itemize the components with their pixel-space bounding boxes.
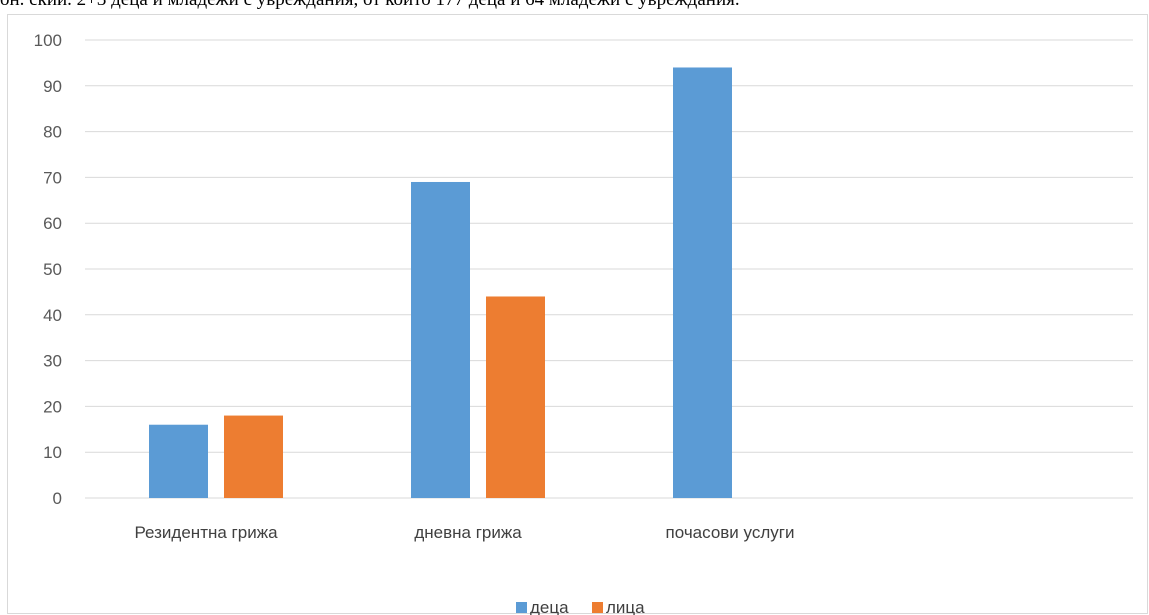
- bar-деца-0: [149, 424, 208, 498]
- bar-лица-1: [486, 296, 545, 498]
- legend-swatch-деца: [516, 602, 527, 613]
- bar-деца-1: [411, 181, 470, 499]
- chart-area: [7, 14, 1148, 614]
- y-tick-label: 50: [43, 260, 62, 279]
- y-tick-label: 30: [43, 352, 62, 371]
- y-tick-label: 60: [43, 214, 62, 233]
- y-tick-label: 20: [43, 397, 62, 416]
- y-tick-label: 100: [34, 31, 62, 50]
- bar-лица-0: [224, 415, 283, 498]
- x-category-label: почасови услуги: [666, 523, 795, 542]
- legend-swatch-лица: [592, 602, 603, 613]
- bars: [149, 67, 732, 499]
- y-tick-label: 70: [43, 168, 62, 187]
- bar-деца-2: [673, 67, 732, 498]
- x-axis-category-labels: Резидентна грижа дневна грижа почасови усл…: [134, 523, 794, 542]
- y-tick-label: 0: [53, 489, 62, 508]
- y-tick-label: 80: [43, 123, 62, 142]
- y-tick-label: 40: [43, 306, 62, 325]
- x-category-label: Резидентна грижа: [134, 523, 278, 542]
- legend-label: деца: [530, 598, 569, 615]
- gridlines: [85, 39, 1133, 499]
- y-tick-label: 90: [43, 77, 62, 96]
- document-caption-text: он. скии. 2+3 деца и младежи с увреждани…: [0, 0, 1149, 11]
- legend: деца лица: [516, 598, 645, 615]
- y-tick-label: 10: [43, 443, 62, 462]
- legend-label: лица: [606, 598, 645, 615]
- x-category-label: дневна грижа: [414, 523, 522, 542]
- y-axis-tick-labels: 0 10 20 30 40 50 60 70 80 90 100: [34, 31, 62, 508]
